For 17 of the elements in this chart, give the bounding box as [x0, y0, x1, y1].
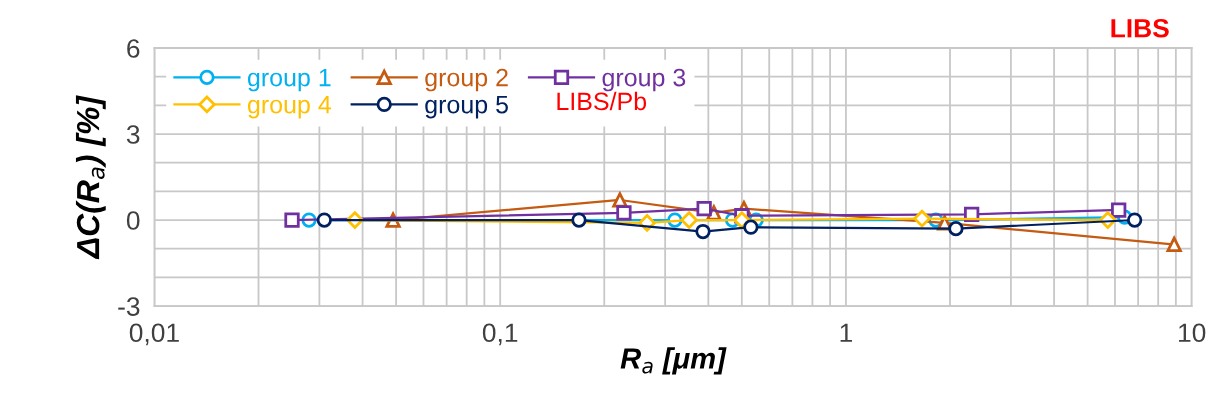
legend-label: group 3: [602, 68, 686, 92]
legend-label: group 5: [425, 96, 508, 119]
x-tick-label: 0,1: [482, 323, 518, 346]
legend-label: group 1: [247, 68, 331, 92]
x-tick-label: 1: [840, 323, 852, 342]
y-tick-label: 6: [127, 39, 140, 58]
y-tick-label: 0: [126, 211, 140, 230]
annotation: LIBS/Pb: [557, 91, 647, 111]
y-tick-label: 3: [126, 125, 140, 144]
y-axis-title: ΔC(R$_{a}$) [%]: [75, 95, 106, 260]
x-axis-title: R$_{a}$ [μm]: [620, 347, 727, 375]
y-tick-label: -3: [118, 297, 140, 316]
legend-label: group 2: [425, 68, 508, 92]
legend-label: group 4: [247, 96, 331, 119]
x-tick-label: 10: [1179, 323, 1206, 343]
x-tick-label: 0,01: [129, 323, 179, 346]
text: LIBS: [1111, 18, 1169, 38]
